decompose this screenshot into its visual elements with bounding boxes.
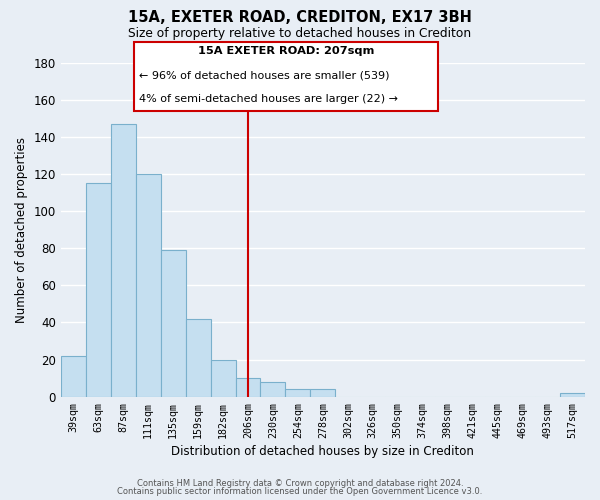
Y-axis label: Number of detached properties: Number of detached properties <box>15 136 28 322</box>
Text: 4% of semi-detached houses are larger (22) →: 4% of semi-detached houses are larger (2… <box>139 94 398 104</box>
Bar <box>86 183 111 396</box>
Bar <box>111 124 136 396</box>
Bar <box>286 390 310 396</box>
Text: 15A EXETER ROAD: 207sqm: 15A EXETER ROAD: 207sqm <box>198 46 374 56</box>
Text: 15A, EXETER ROAD, CREDITON, EX17 3BH: 15A, EXETER ROAD, CREDITON, EX17 3BH <box>128 10 472 25</box>
Bar <box>560 393 585 396</box>
Text: Size of property relative to detached houses in Crediton: Size of property relative to detached ho… <box>128 28 472 40</box>
Bar <box>185 318 211 396</box>
Bar <box>61 356 86 397</box>
Bar <box>136 174 161 396</box>
Bar <box>211 360 236 397</box>
Bar <box>161 250 185 396</box>
Bar <box>260 382 286 396</box>
Text: ← 96% of detached houses are smaller (539): ← 96% of detached houses are smaller (53… <box>139 71 390 81</box>
Text: Contains HM Land Registry data © Crown copyright and database right 2024.: Contains HM Land Registry data © Crown c… <box>137 478 463 488</box>
Text: Contains public sector information licensed under the Open Government Licence v3: Contains public sector information licen… <box>118 487 482 496</box>
X-axis label: Distribution of detached houses by size in Crediton: Distribution of detached houses by size … <box>172 444 475 458</box>
Bar <box>236 378 260 396</box>
FancyBboxPatch shape <box>134 42 438 111</box>
Bar <box>310 390 335 396</box>
